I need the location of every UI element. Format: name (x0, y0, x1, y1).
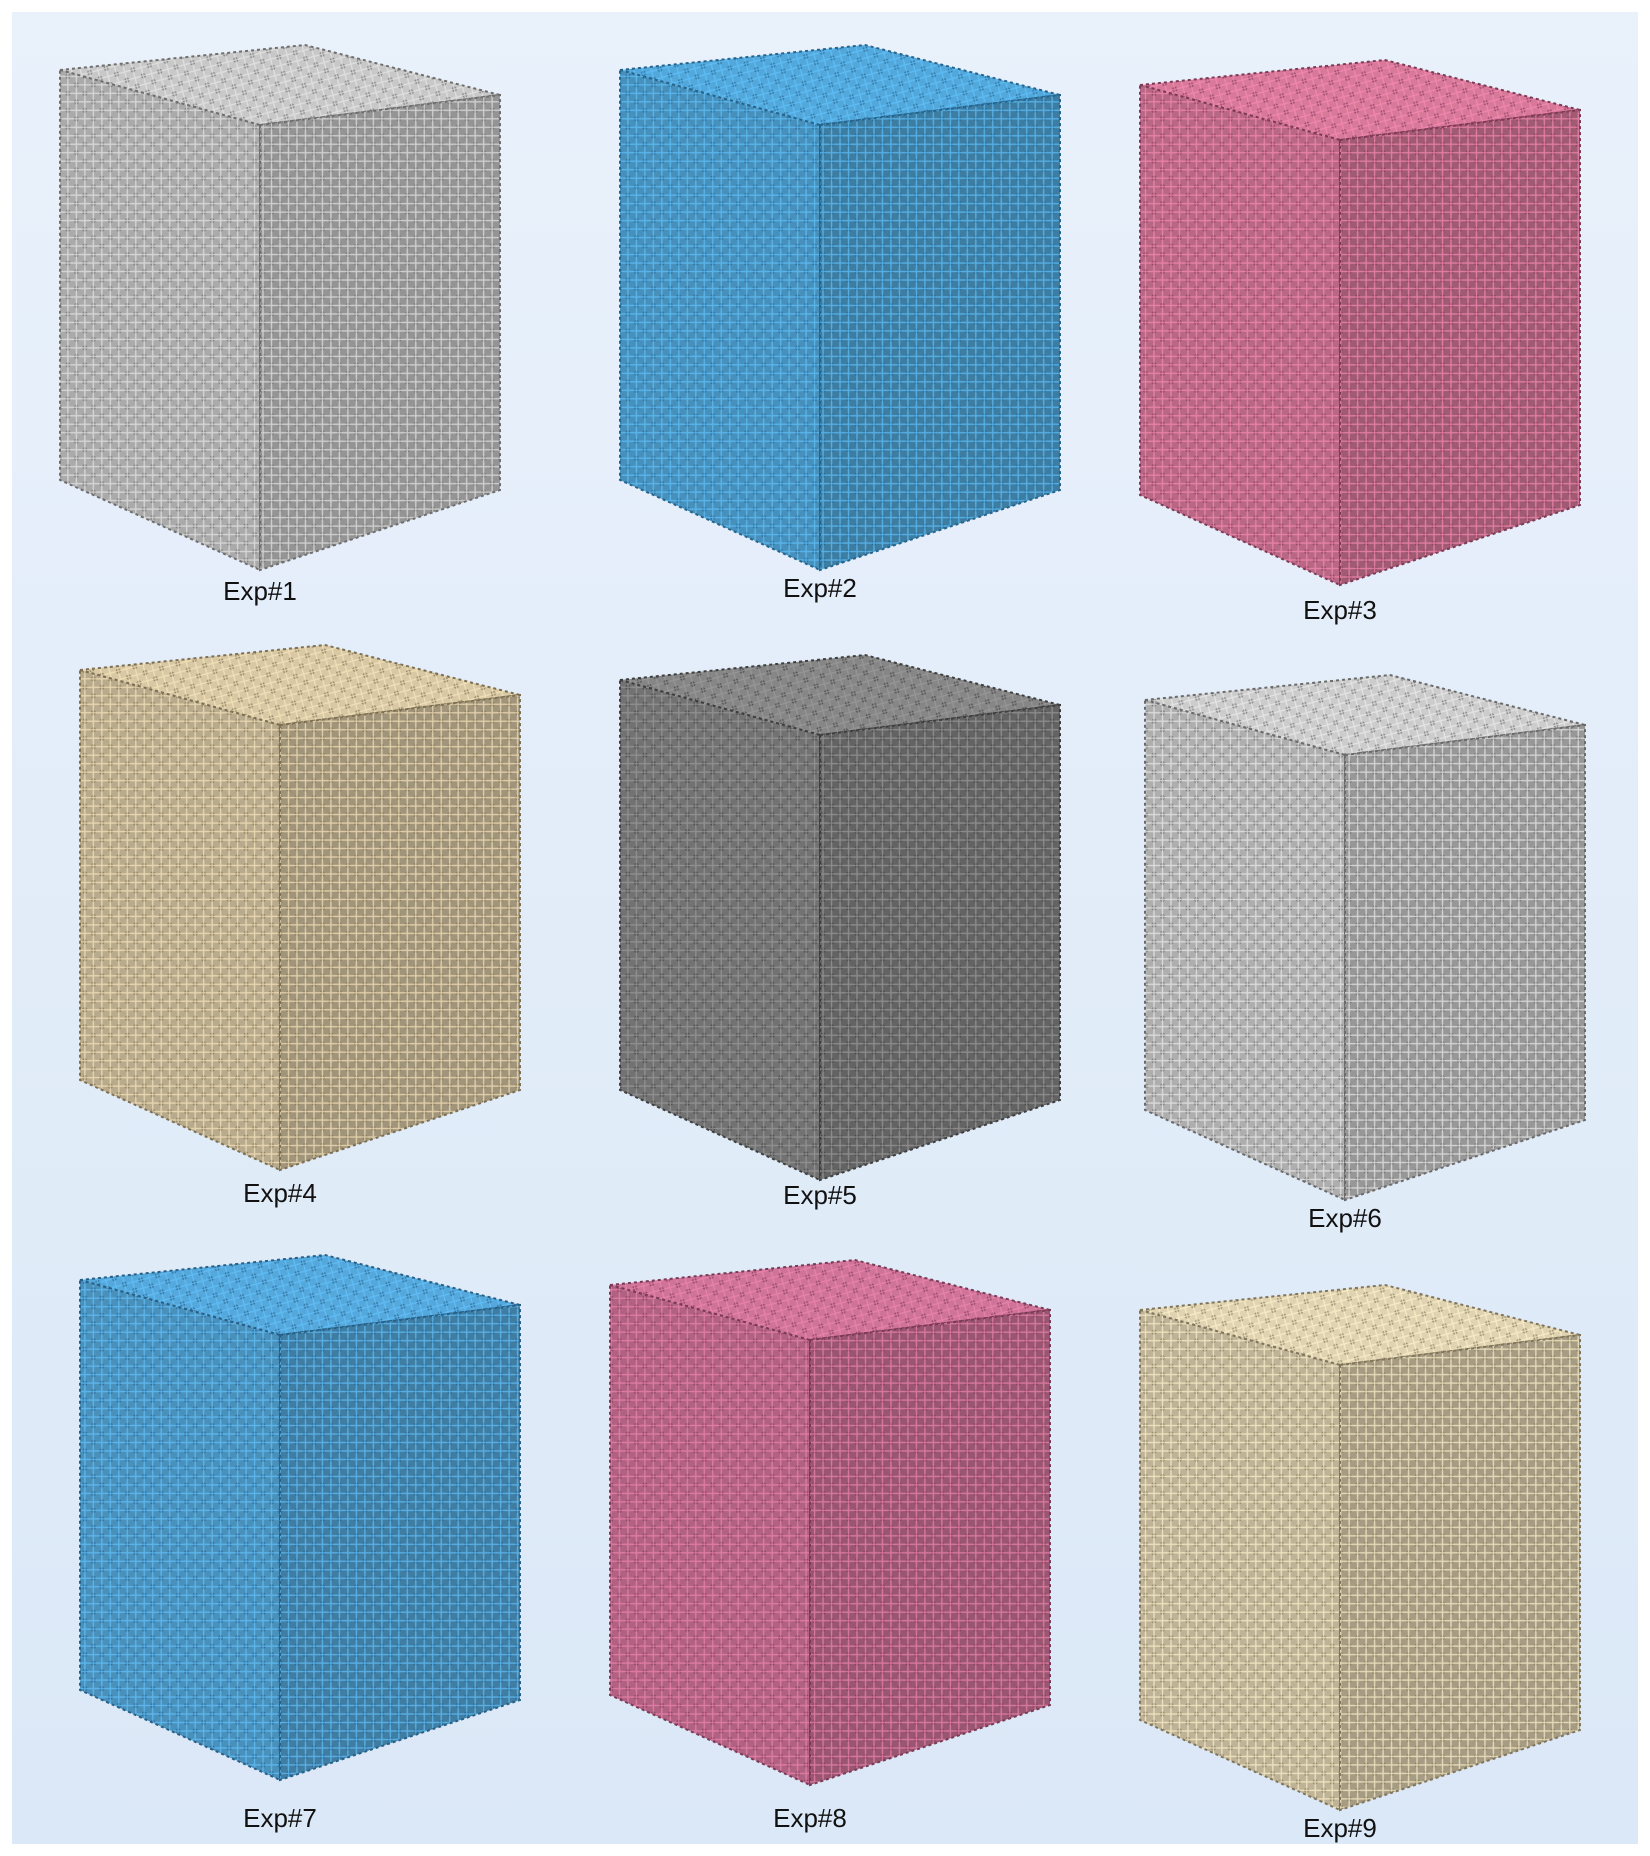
cube-right-face (279, 693, 521, 1172)
cube-left-face (619, 68, 821, 572)
cube-left-face (1144, 698, 1346, 1202)
panel-label: Exp#4 (243, 1178, 317, 1208)
cube-right-face (819, 703, 1061, 1182)
cube-left-face (609, 1283, 811, 1787)
panel-label: Exp#7 (243, 1803, 317, 1833)
panel-label: Exp#2 (783, 573, 857, 603)
cube-right-face (819, 93, 1061, 572)
cube-right-face (1339, 108, 1581, 587)
panel-label: Exp#5 (783, 1180, 857, 1210)
cube-left-face (79, 1278, 281, 1782)
cube-right-face (1339, 1333, 1581, 1812)
cube-right-face (279, 1303, 521, 1782)
cube-left-face (1139, 83, 1341, 587)
panel-label: Exp#6 (1308, 1203, 1382, 1233)
panel-label: Exp#9 (1303, 1813, 1377, 1843)
panel-label: Exp#8 (773, 1803, 847, 1833)
panel-label: Exp#3 (1303, 595, 1377, 625)
cube-left-face (619, 678, 821, 1182)
cube-left-face (79, 668, 281, 1172)
cube-left-face (59, 68, 261, 572)
panel-label: Exp#1 (223, 576, 297, 606)
cube-right-face (809, 1308, 1051, 1787)
cube-right-face (1344, 723, 1586, 1202)
cube-left-face (1139, 1308, 1341, 1812)
cube-right-face (259, 93, 501, 572)
